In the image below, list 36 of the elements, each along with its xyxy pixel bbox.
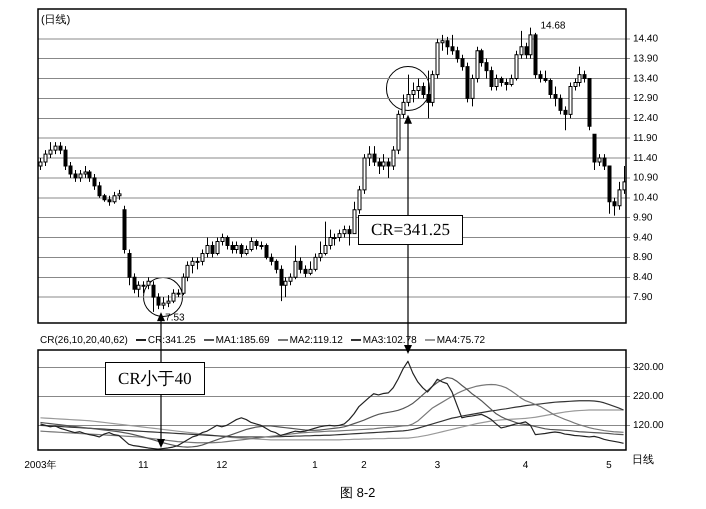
y-tick-label: 14.40 — [633, 34, 658, 45]
x-tick-label: 2 — [361, 460, 368, 471]
y-tick-label: 10.90 — [633, 172, 658, 184]
y-tick-label: 320.00 — [633, 362, 664, 374]
x-tick-label: 11 — [138, 460, 149, 471]
annotation: CR小于40 — [105, 362, 205, 395]
y-tick-label: 7.90 — [633, 292, 653, 303]
x-tick-label: 3 — [434, 460, 441, 471]
y-tick-label: 10.40 — [633, 192, 658, 204]
y-tick-label: 11.40 — [633, 152, 658, 164]
x-tick-label: 4 — [522, 460, 529, 471]
legend-label: MA1:185.69 — [204, 335, 270, 346]
x-tick-label: 1 — [312, 460, 318, 471]
y-tick-label: 8.90 — [633, 252, 653, 264]
legend-label: MA2:119.12 — [278, 335, 343, 346]
y-tick-label: 9.40 — [633, 232, 653, 244]
x-axis-title: 日线 — [632, 453, 654, 467]
y-tick-label: 9.90 — [633, 212, 653, 224]
y-tick-label: 12.90 — [633, 93, 658, 104]
x-tick-label: 5 — [606, 460, 612, 471]
y-tick-label: 11.90 — [633, 132, 658, 144]
chart-title: (日线) — [41, 12, 70, 27]
y-tick-label: 220.00 — [633, 391, 664, 402]
legend-label: MA4:75.72 — [424, 335, 486, 346]
annotation: 7.53 — [165, 312, 186, 324]
x-tick-label: 2003年 — [24, 458, 57, 471]
annotation: CR=341.25 — [358, 215, 464, 245]
y-tick-label: 12.40 — [633, 113, 658, 124]
y-tick-label: 8.40 — [633, 272, 653, 284]
caption: 图 8-2 — [340, 484, 376, 502]
x-tick-label: 12 — [216, 460, 228, 471]
y-tick-label: 13.90 — [633, 53, 658, 64]
legend-title: CR(26,10,20,40,62) — [40, 335, 128, 346]
annotation: 14.68 — [540, 20, 566, 32]
y-tick-label: 13.40 — [633, 73, 658, 84]
y-tick-label: 120.00 — [633, 420, 664, 432]
